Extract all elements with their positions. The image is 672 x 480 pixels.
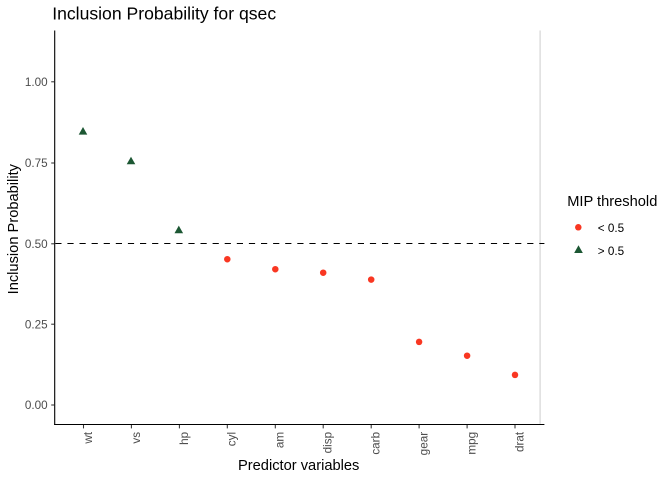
svg-text:hp: hp <box>178 431 191 445</box>
svg-text:Inclusion Probability for qsec: Inclusion Probability for qsec <box>52 4 276 24</box>
svg-text:0.50: 0.50 <box>25 238 48 251</box>
svg-text:mpg: mpg <box>466 432 479 455</box>
svg-text:carb: carb <box>370 431 383 454</box>
svg-text:1.00: 1.00 <box>25 76 48 89</box>
svg-text:cyl: cyl <box>226 432 239 446</box>
svg-text:drat: drat <box>513 431 526 452</box>
svg-text:vs: vs <box>130 432 143 444</box>
svg-text:0.25: 0.25 <box>25 318 48 331</box>
svg-text:Inclusion Probability: Inclusion Probability <box>6 163 22 294</box>
svg-text:Predictor variables: Predictor variables <box>238 458 359 474</box>
svg-text:< 0.5: < 0.5 <box>598 222 625 235</box>
svg-text:> 0.5: > 0.5 <box>598 245 625 258</box>
svg-text:am: am <box>274 432 287 448</box>
svg-text:gear: gear <box>418 432 431 456</box>
svg-text:0.75: 0.75 <box>25 157 48 170</box>
svg-text:wt: wt <box>82 431 95 444</box>
svg-text:0.00: 0.00 <box>25 399 48 412</box>
svg-text:MIP threshold: MIP threshold <box>567 194 657 210</box>
svg-text:disp: disp <box>322 431 335 453</box>
